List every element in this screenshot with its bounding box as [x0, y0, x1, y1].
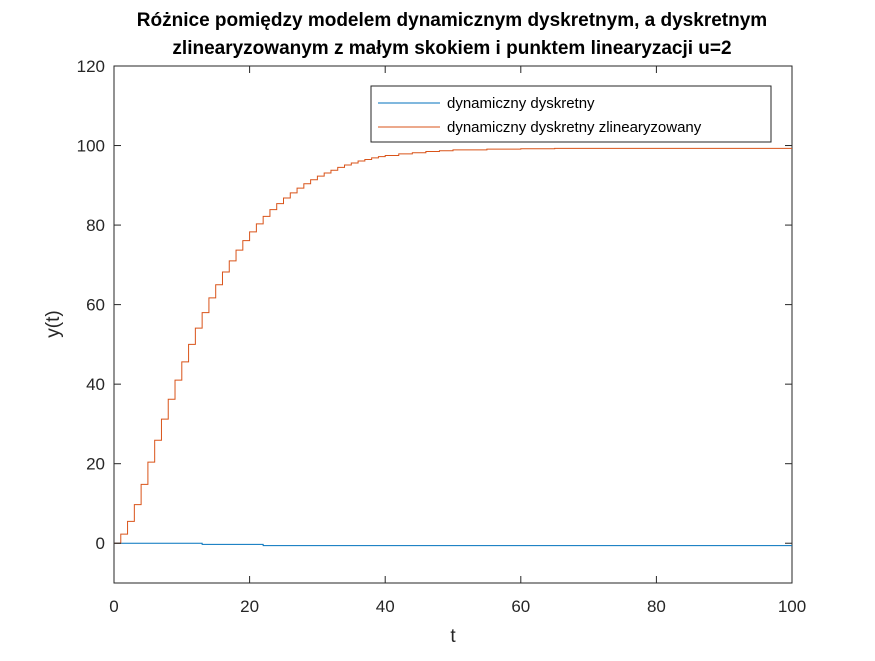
legend-box: [370, 85, 772, 143]
x-tick-label: 20: [240, 597, 259, 616]
y-tick-label: 0: [96, 534, 105, 553]
series-line-1: [114, 542, 792, 547]
legend-label-1: dynamiczny dyskretny: [447, 95, 595, 112]
plot-area: [113, 65, 793, 584]
x-axis-label: t: [450, 626, 456, 647]
y-tick-label: 60: [86, 296, 105, 315]
chart-title-line-1: Różnice pomiędzy modelem dynamicznym dys…: [137, 10, 767, 31]
y-axis-label: y(t): [43, 310, 64, 337]
y-axis-ticks: 0 20 40 60 80 100 120: [77, 57, 792, 553]
x-tick-label: 100: [778, 597, 806, 616]
y-tick-label: 100: [77, 137, 105, 156]
x-tick-label: 60: [511, 597, 530, 616]
plot-frame: [113, 65, 793, 584]
y-tick-label: 40: [86, 375, 105, 394]
y-tick-label: 20: [86, 455, 105, 474]
x-tick-label: 80: [647, 597, 666, 616]
y-tick-label: 80: [86, 216, 105, 235]
y-tick-label: 120: [77, 57, 105, 76]
series-line-2: [114, 147, 792, 544]
chart-title-line-2: zlinearyzowanym z małym skokiem i punkte…: [172, 38, 731, 59]
x-axis-ticks: 0 20 40 60 80 100: [109, 66, 806, 616]
legend: dynamiczny dyskretny dynamiczny dyskretny…: [370, 85, 772, 143]
legend-items: dynamiczny dyskretny dynamiczny dyskretny…: [378, 95, 702, 136]
x-tick-label: 40: [376, 597, 395, 616]
x-tick-label: 0: [109, 597, 118, 616]
legend-label-2: dynamiczny dyskretny zlinearyzowany: [447, 119, 702, 136]
series-group: [114, 147, 792, 547]
